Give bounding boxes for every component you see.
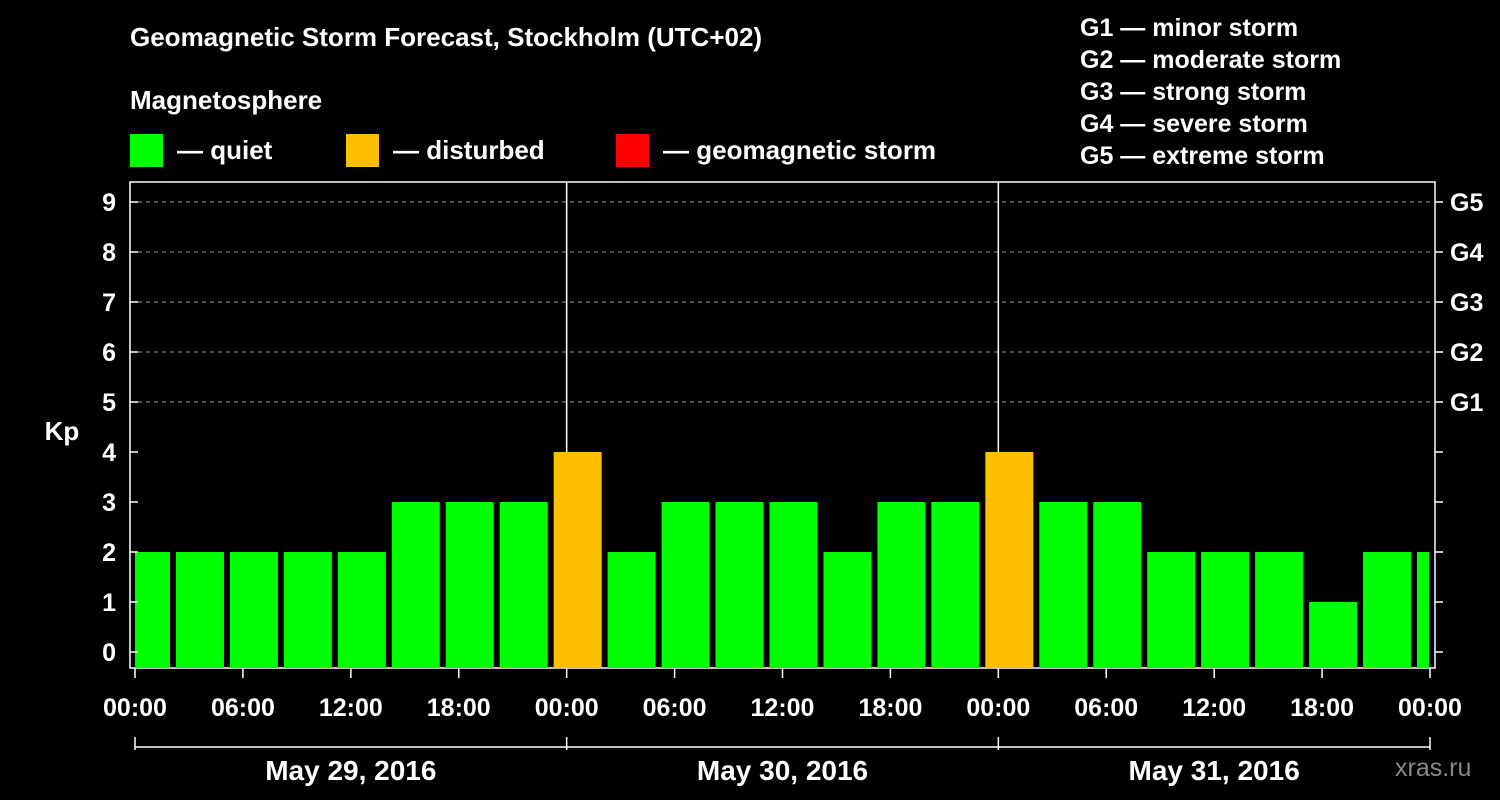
magnetosphere-heading: Magnetosphere: [130, 85, 323, 115]
legend-disturbed-swatch: [346, 133, 379, 167]
y-tick-label: 3: [102, 489, 116, 517]
x-tick-label: 18:00: [1290, 694, 1354, 722]
y-tick-label: 5: [102, 389, 116, 417]
legend-disturbed: — disturbed: [346, 133, 545, 167]
x-tick-label: 06:00: [1074, 694, 1138, 722]
storm-scale-g3: G3 — strong storm: [1080, 78, 1307, 106]
x-tick-label: 18:00: [427, 694, 491, 722]
storm-level-label: G5: [1450, 189, 1483, 217]
kp-bar: [661, 502, 710, 668]
x-tick-label: 12:00: [319, 694, 383, 722]
kp-bar: [1255, 552, 1304, 668]
day-label: May 31, 2016: [1129, 755, 1300, 786]
kp-bar: [985, 452, 1034, 668]
kp-bar: [1093, 502, 1142, 668]
x-tick-label: 06:00: [643, 694, 707, 722]
x-tick-label: 18:00: [858, 694, 922, 722]
storm-scale-g2: G2 — moderate storm: [1080, 46, 1342, 74]
kp-bar: [283, 552, 332, 668]
kp-bar: [337, 552, 386, 668]
storm-level-label: G3: [1450, 289, 1483, 317]
legend-quiet: — quiet: [130, 133, 272, 167]
x-tick-label: 12:00: [751, 694, 815, 722]
x-tick-label: 06:00: [211, 694, 275, 722]
kp-bar: [607, 552, 656, 668]
legend-storm: — geomagnetic storm: [616, 133, 936, 167]
kp-bar: [1309, 602, 1358, 668]
storm-level-label: G1: [1450, 389, 1483, 417]
legend-storm-label: — geomagnetic storm: [663, 134, 937, 165]
y-tick-label: 1: [102, 589, 116, 617]
y-tick-label: 0: [102, 639, 116, 667]
kp-bar: [931, 502, 980, 668]
y-axis-label: Kp: [45, 416, 80, 446]
x-tick-label: 12:00: [1182, 694, 1246, 722]
storm-scale-legend: G1 — minor storm G2 — moderate storm G3 …: [1080, 12, 1341, 172]
kp-bar: [1417, 552, 1429, 668]
y-tick-label: 6: [102, 339, 116, 367]
kp-bar: [553, 452, 602, 668]
kp-bar: [445, 502, 494, 668]
x-tick-label: 00:00: [103, 694, 167, 722]
chart-title: Geomagnetic Storm Forecast, Stockholm (U…: [130, 22, 763, 52]
x-tick-label: 00:00: [1398, 694, 1462, 722]
kp-bar: [229, 552, 278, 668]
y-tick-label: 8: [102, 239, 116, 267]
x-tick-label: 00:00: [535, 694, 599, 722]
kp-bar: [1201, 552, 1250, 668]
kp-bar: [769, 502, 818, 668]
kp-bar: [877, 502, 926, 668]
y-tick-label: 7: [102, 289, 116, 317]
kp-bar: [1363, 552, 1412, 668]
kp-bar: [715, 502, 764, 668]
storm-scale-g5: G5 — extreme storm: [1080, 142, 1325, 170]
legend-storm-swatch: [616, 133, 649, 167]
kp-bar: [499, 502, 548, 668]
day-label: May 30, 2016: [697, 755, 868, 786]
kp-bar: [175, 552, 224, 668]
kp-bar: [135, 552, 170, 668]
kp-bar: [1039, 502, 1088, 668]
storm-level-label: G2: [1450, 339, 1483, 367]
watermark: xras.ru: [1395, 754, 1472, 782]
storm-level-label: G4: [1450, 239, 1483, 267]
storm-scale-g4: G4 — severe storm: [1080, 110, 1308, 138]
day-label: May 29, 2016: [265, 755, 436, 786]
kp-bar: [391, 502, 440, 668]
y-tick-label: 4: [102, 439, 116, 467]
legend-quiet-label: — quiet: [177, 134, 273, 165]
y-tick-label: 9: [102, 189, 116, 217]
y-tick-label: 2: [102, 539, 116, 567]
legend-quiet-swatch: [130, 133, 163, 167]
storm-scale-g1: G1 — minor storm: [1080, 14, 1299, 42]
kp-bar: [1147, 552, 1196, 668]
legend-disturbed-label: — disturbed: [393, 134, 545, 165]
x-tick-label: 00:00: [966, 694, 1030, 722]
kp-bar: [823, 552, 872, 668]
